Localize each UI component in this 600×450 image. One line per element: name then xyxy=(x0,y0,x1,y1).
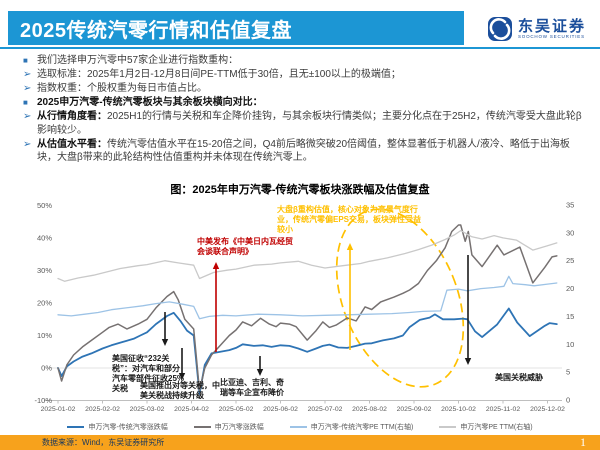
legend-label: 申万汽零-传统汽零涨跌幅 xyxy=(88,424,168,431)
square-bullet-icon: ■ xyxy=(23,56,28,65)
svg-text:10%: 10% xyxy=(37,331,52,340)
summary-bullets: ■ 我们选择申万汽零中57家企业进行指数重构： ➢ 选取标准：2025年1月2日-1… xyxy=(10,54,585,165)
arrow-bullet-icon: ➢ xyxy=(23,111,32,122)
svg-text:2025-10-02: 2025-10-02 xyxy=(441,406,476,413)
annotation-cn-us-statement: 中美发布《中美日内瓦经贸会谈联合声明》 xyxy=(197,236,293,256)
svg-text:-10%: -10% xyxy=(34,396,52,405)
soochow-logo-icon xyxy=(487,17,512,41)
annotation-beta-revaluation: 大盘β重构估值，核心对象为高景气度行业，传统汽零偏EPS交易，板块弹性受益较小 xyxy=(277,204,421,234)
legend-swatch xyxy=(289,426,307,428)
svg-text:40%: 40% xyxy=(37,234,52,243)
bullet-sector-comparison: ■ 2025申万汽零-传统汽零板块与其余板块横向对比： xyxy=(23,97,263,108)
arrow-bullet-icon: ➢ xyxy=(23,83,32,94)
bullet-index-reconstruction: ■ 我们选择申万汽零中57家企业进行指数重构： xyxy=(23,55,239,66)
legend-label: 申万汽零涨跌幅 xyxy=(214,424,264,431)
legend-label: 申万汽零PE TTM(右轴) xyxy=(460,424,533,431)
svg-text:2025-03-02: 2025-03-02 xyxy=(130,406,165,413)
chart-title: 图：2025年申万汽零-传统汽零板块涨跌幅及估值复盘 xyxy=(170,184,430,196)
bullet-price-perspective: ➢ 从行情角度看：2025H1的行情与关税和车企降价挂钩，与其余板块行情类似；主要… xyxy=(23,111,582,136)
svg-text:30: 30 xyxy=(566,228,574,237)
page-title-banner: 2025传统汽零行情和估值复盘 xyxy=(8,11,464,45)
annotation-us-tariff-threat: 美国关税威胁 xyxy=(495,372,543,382)
legend-item: 申万汽零-传统汽零PE TTM(右轴) xyxy=(289,422,414,432)
legend-item: 申万汽零-传统汽零涨跌幅 xyxy=(67,422,168,432)
svg-text:2025-01-02: 2025-01-02 xyxy=(41,406,76,413)
svg-text:2025-06-02: 2025-06-02 xyxy=(263,406,298,413)
annotation-price-cuts: 比亚迪、吉利、奇瑞等车企宣布降价 xyxy=(220,377,285,397)
bullet-valuation-perspective: ➢ 从估值水平看：传统汽零估值水平在15-20倍之间，Q4前后略微突破20倍阈值，… xyxy=(23,138,570,164)
svg-text:20%: 20% xyxy=(37,299,52,308)
svg-text:35: 35 xyxy=(566,201,574,210)
svg-text:20: 20 xyxy=(566,284,574,293)
svg-text:2025-05-02: 2025-05-02 xyxy=(219,406,254,413)
annotation-tariff-232: 美国征收“232关税”：对汽车和部分汽车零部件征收25%关税 xyxy=(112,353,184,393)
arrow-bullet-icon: ➢ xyxy=(23,69,32,80)
svg-text:30%: 30% xyxy=(37,266,52,275)
square-bullet-icon: ■ xyxy=(23,98,28,107)
svg-text:2025-11-02: 2025-11-02 xyxy=(486,406,520,413)
legend-item: 申万汽零涨跌幅 xyxy=(193,422,264,432)
svg-text:0: 0 xyxy=(566,396,570,405)
svg-text:2025-08-02: 2025-08-02 xyxy=(352,406,387,413)
legend-swatch xyxy=(439,426,457,428)
legend-swatch xyxy=(67,426,85,428)
header-divider xyxy=(0,47,600,49)
svg-text:50%: 50% xyxy=(37,201,52,210)
brand-name-en: SOOCHOW SECURITIES xyxy=(517,33,585,39)
annotation-reciprocal-tariff: 美国推出对等关税，中美关税战持续升级 xyxy=(140,380,220,400)
footer-bar: 数据来源：Wind，东吴证券研究所 1 xyxy=(0,435,600,450)
svg-text:10: 10 xyxy=(566,340,574,349)
legend-swatch xyxy=(193,426,211,428)
data-source: 数据来源：Wind，东吴证券研究所 xyxy=(42,438,165,447)
svg-text:2025-07-02: 2025-07-02 xyxy=(308,406,343,413)
svg-text:2025-09-02: 2025-09-02 xyxy=(397,406,432,413)
brand-name-cn: 东吴证券 xyxy=(517,17,586,35)
page-title: 2025传统汽零行情和估值复盘 xyxy=(20,19,292,42)
svg-text:0%: 0% xyxy=(41,364,52,373)
svg-text:2025-02-02: 2025-02-02 xyxy=(85,406,120,413)
svg-text:5: 5 xyxy=(566,368,570,377)
legend-label: 申万汽零-传统汽零PE TTM(右轴) xyxy=(310,424,414,431)
chart-legend: 申万汽零-传统汽零涨跌幅 申万汽零涨跌幅 申万汽零-传统汽零PE TTM(右轴) 申万… xyxy=(0,422,600,432)
bullet-index-weight: ➢ 指数权重：个股权重为每日市值占比。 xyxy=(23,83,207,94)
svg-text:2025-12-02: 2025-12-02 xyxy=(530,406,565,413)
svg-text:25: 25 xyxy=(566,256,574,265)
svg-text:15: 15 xyxy=(566,312,574,321)
legend-item: 申万汽零PE TTM(右轴) xyxy=(439,422,533,432)
brand-logo: 东吴证券 SOOCHOW SECURITIES xyxy=(487,16,586,42)
bullet-selection-criteria: ➢ 选取标准：2025年1月2日-12月8日间PE-TTM低于30倍，且无±100… xyxy=(23,69,401,80)
arrow-bullet-icon: ➢ xyxy=(23,138,32,150)
svg-text:2025-04-02: 2025-04-02 xyxy=(174,406,209,413)
page-number: 1 xyxy=(580,435,586,449)
